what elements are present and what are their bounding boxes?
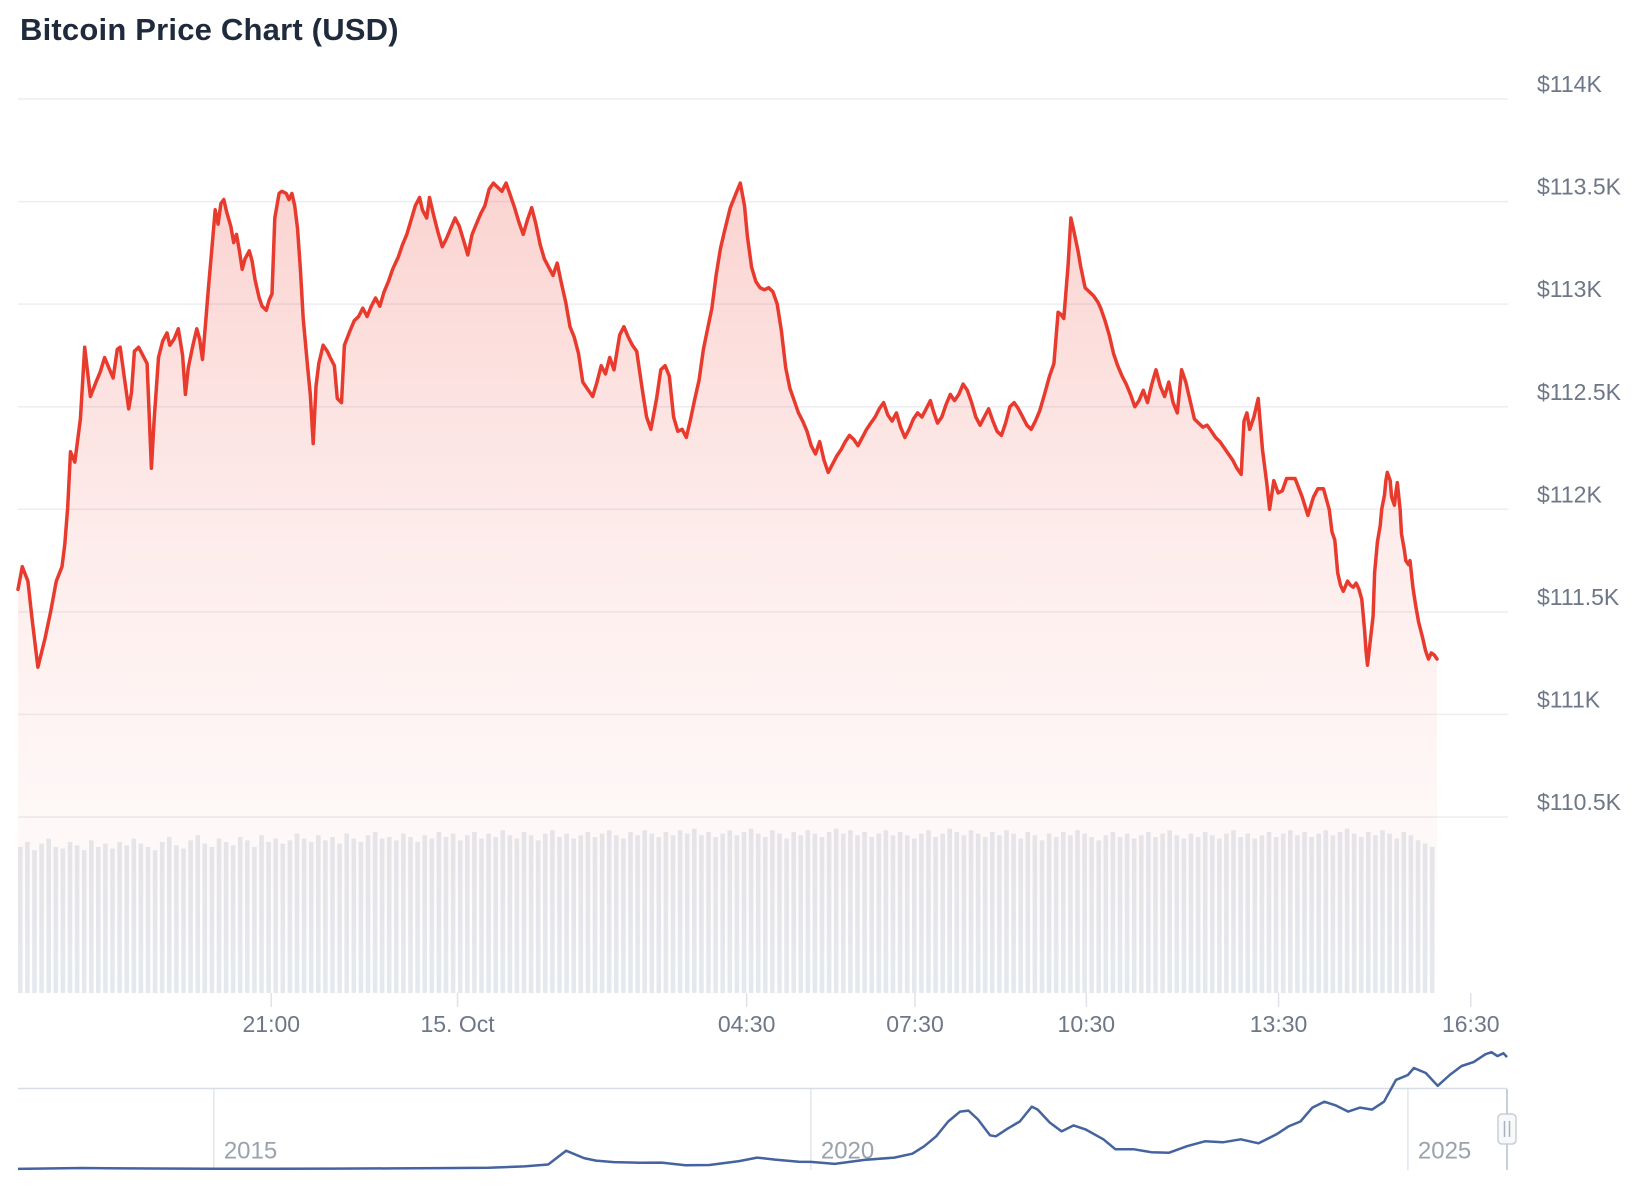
navigator-handle-box[interactable] [1497, 1113, 1517, 1145]
price-area-fill [18, 183, 1437, 994]
price-line [16, 181, 1439, 669]
navigator-handle[interactable] [1497, 1113, 1517, 1145]
x-axis-label: 21:00 [243, 1011, 301, 1037]
x-axis-label: 07:30 [886, 1011, 944, 1037]
navigator-year-label: 2025 [1418, 1137, 1471, 1164]
x-axis-label: 13:30 [1250, 1011, 1308, 1037]
navigator[interactable]: 2015 2020 2025 [17, 1050, 1517, 1171]
navigator-year-label: 2015 [224, 1137, 277, 1164]
y-axis-label: $111K [1537, 687, 1601, 713]
y-axis-label: $112K [1537, 481, 1602, 507]
x-axis-label: 15. Oct [420, 1011, 495, 1037]
page-title: Bitcoin Price Chart (USD) [20, 12, 399, 47]
plot-area[interactable] [18, 85, 1508, 993]
y-axis-label: $114K [1537, 71, 1602, 97]
x-axis-label: 10:30 [1058, 1011, 1116, 1037]
y-axis-label: $113.5K [1537, 174, 1622, 200]
price-series [16, 181, 1439, 994]
x-axis-label: 16:30 [1442, 1011, 1500, 1037]
navigator-series-line [17, 1050, 1508, 1171]
y-axis-label: $112.5K [1537, 379, 1622, 405]
x-axis: 21:00 15. Oct 04:30 07:30 10:30 13:30 16:30 [243, 993, 1500, 1037]
x-axis-label: 04:30 [718, 1011, 776, 1037]
y-axis-label: $110.5K [1537, 789, 1622, 815]
y-axis-label: $113K [1537, 276, 1602, 302]
y-axis-label: $111.5K [1537, 584, 1620, 610]
